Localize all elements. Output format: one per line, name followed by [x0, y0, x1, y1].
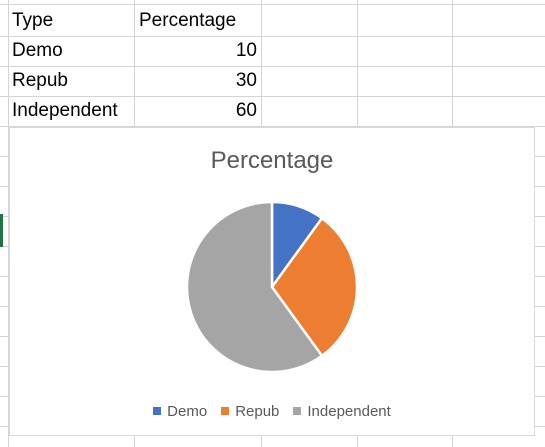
cell-type-repub[interactable]: Repub [12, 70, 68, 91]
legend-label-repub: Repub [235, 402, 280, 420]
cell-type-demo[interactable]: Demo [12, 40, 63, 61]
row-divider [0, 66, 545, 67]
row-selection-marker [0, 214, 3, 247]
legend-item-repub[interactable]: Repub [221, 403, 279, 420]
legend-swatch-repub [221, 407, 230, 415]
cell-percentage-repub[interactable]: 30 [235, 70, 257, 91]
header-cell-percentage[interactable]: Percentage [139, 10, 237, 31]
pie-slice-independent[interactable] [185, 200, 324, 374]
legend-label-demo: Demo [167, 402, 208, 420]
header-cell-type[interactable]: Type [12, 10, 54, 31]
row-divider [0, 126, 545, 127]
column-divider [8, 0, 9, 447]
row-divider [0, 4, 545, 5]
cell-type-independent[interactable]: Independent [12, 100, 118, 121]
legend-item-demo[interactable]: Demo [153, 403, 207, 420]
cell-percentage-demo[interactable]: 10 [235, 40, 257, 61]
legend-item-independent[interactable]: Independent [293, 402, 391, 420]
legend-swatch-demo [153, 407, 162, 415]
pie-plot-area[interactable] [10, 128, 536, 437]
row-divider [0, 96, 545, 97]
legend-label-independent: Independent [307, 402, 391, 420]
cell-percentage-independent[interactable]: 60 [235, 100, 257, 121]
row-divider [0, 36, 545, 37]
legend-swatch-independent [293, 407, 302, 415]
chart-title[interactable]: Percentage [210, 147, 334, 174]
pie-chart[interactable]: Percentage Demo Repub Independent [9, 127, 535, 436]
chart-legend[interactable]: Demo Repub Independent [10, 400, 534, 422]
pie-slice-repub[interactable] [270, 216, 359, 358]
